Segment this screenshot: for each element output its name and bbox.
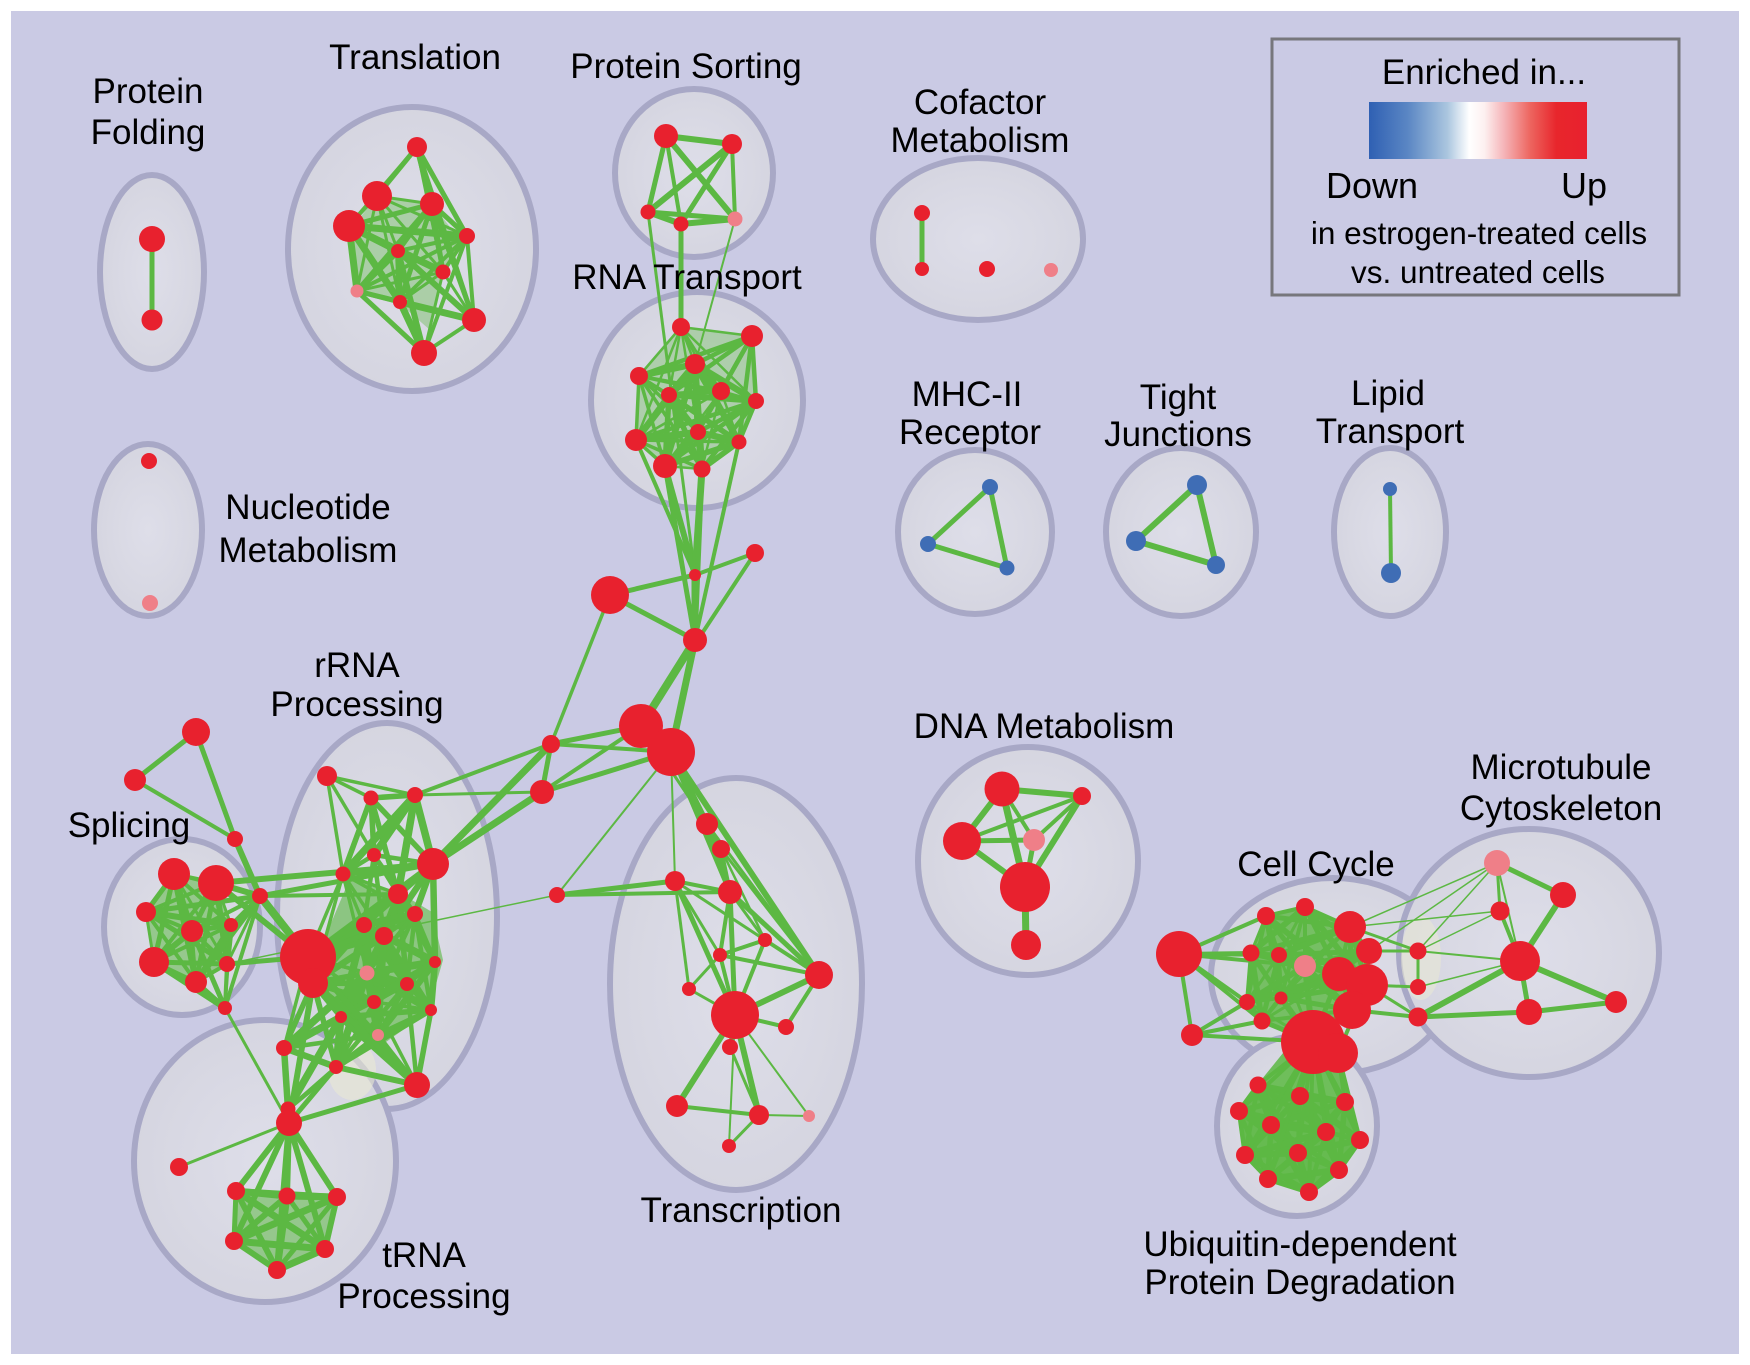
svg-text:Metabolism: Metabolism — [219, 531, 398, 570]
svg-text:in estrogen-treated cells: in estrogen-treated cells — [1311, 215, 1647, 251]
svg-text:Processing: Processing — [337, 1277, 510, 1316]
svg-text:Tight: Tight — [1140, 378, 1217, 417]
svg-text:Receptor: Receptor — [899, 413, 1041, 452]
svg-text:Splicing: Splicing — [68, 806, 191, 845]
svg-text:Up: Up — [1561, 165, 1607, 206]
svg-text:tRNA: tRNA — [382, 1236, 466, 1275]
svg-text:Metabolism: Metabolism — [891, 121, 1070, 160]
svg-text:Ubiquitin-dependent: Ubiquitin-dependent — [1143, 1225, 1457, 1264]
svg-text:RNA Transport: RNA Transport — [572, 258, 802, 297]
svg-text:Down: Down — [1326, 165, 1418, 206]
svg-text:Nucleotide: Nucleotide — [225, 488, 390, 527]
svg-text:Lipid: Lipid — [1351, 374, 1425, 413]
svg-text:Cytoskeleton: Cytoskeleton — [1460, 789, 1662, 828]
svg-text:DNA Metabolism: DNA Metabolism — [914, 707, 1175, 746]
svg-text:Transcription: Transcription — [641, 1191, 842, 1230]
svg-text:Processing: Processing — [270, 685, 443, 724]
svg-text:Microtubule: Microtubule — [1471, 748, 1652, 787]
svg-text:Junctions: Junctions — [1104, 415, 1252, 454]
svg-text:MHC-II: MHC-II — [912, 375, 1023, 414]
svg-text:Protein: Protein — [93, 72, 204, 111]
svg-text:Transport: Transport — [1316, 412, 1465, 451]
svg-text:Protein Sorting: Protein Sorting — [570, 47, 802, 86]
svg-text:Cofactor: Cofactor — [914, 83, 1047, 122]
svg-text:Protein Degradation: Protein Degradation — [1144, 1263, 1455, 1302]
svg-text:Enriched in...: Enriched in... — [1382, 53, 1586, 92]
svg-text:vs. untreated cells: vs. untreated cells — [1351, 254, 1605, 290]
svg-text:Folding: Folding — [91, 113, 206, 152]
svg-text:Cell Cycle: Cell Cycle — [1237, 845, 1395, 884]
svg-text:rRNA: rRNA — [314, 646, 400, 685]
svg-text:Translation: Translation — [329, 38, 501, 77]
